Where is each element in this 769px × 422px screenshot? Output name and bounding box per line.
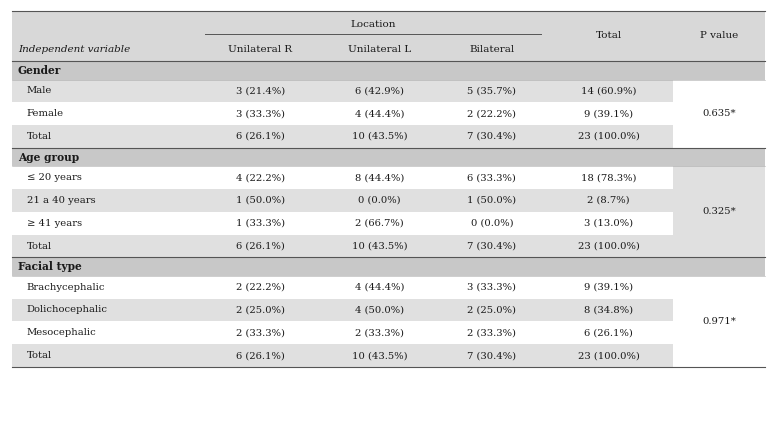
Text: 7 (30.4%): 7 (30.4%) [468,241,517,251]
Text: 10 (43.5%): 10 (43.5%) [351,241,408,251]
Text: 8 (34.8%): 8 (34.8%) [584,306,633,314]
Text: 5 (35.7%): 5 (35.7%) [468,87,517,95]
Text: 2 (66.7%): 2 (66.7%) [355,219,404,228]
Text: Facial type: Facial type [18,261,82,272]
Bar [12,125,673,148]
Text: 1 (50.0%): 1 (50.0%) [236,196,285,205]
Text: Total: Total [595,31,622,41]
Text: 3 (13.0%): 3 (13.0%) [584,219,633,228]
Text: 14 (60.9%): 14 (60.9%) [581,87,637,95]
Bar [12,79,673,102]
Text: 1 (50.0%): 1 (50.0%) [468,196,517,205]
Bar [12,61,765,79]
Text: 4 (44.4%): 4 (44.4%) [355,109,404,118]
Text: 0.971*: 0.971* [702,317,736,326]
Text: 8 (44.4%): 8 (44.4%) [355,173,404,182]
Text: 23 (100.0%): 23 (100.0%) [578,241,640,251]
Text: 4 (22.2%): 4 (22.2%) [236,173,285,182]
Text: 6 (42.9%): 6 (42.9%) [355,87,404,95]
Text: 23 (100.0%): 23 (100.0%) [578,351,640,360]
Text: Location: Location [350,19,396,29]
Bar [12,257,765,276]
Text: 0 (0.0%): 0 (0.0%) [358,196,401,205]
Text: 4 (50.0%): 4 (50.0%) [355,306,404,314]
Text: Brachycephalic: Brachycephalic [27,283,105,292]
Text: 2 (25.0%): 2 (25.0%) [236,306,285,314]
Text: 6 (26.1%): 6 (26.1%) [236,241,285,251]
Text: 0 (0.0%): 0 (0.0%) [471,219,513,228]
Text: Total: Total [27,132,52,141]
Text: Total: Total [27,351,52,360]
Text: Female: Female [27,109,64,118]
Text: 10 (43.5%): 10 (43.5%) [351,351,408,360]
Text: Age group: Age group [18,151,78,162]
Text: 9 (39.1%): 9 (39.1%) [584,283,633,292]
Text: ≥ 41 years: ≥ 41 years [27,219,82,228]
Text: Unilateral L: Unilateral L [348,45,411,54]
Text: 7 (30.4%): 7 (30.4%) [468,132,517,141]
Text: 6 (26.1%): 6 (26.1%) [584,328,633,337]
Text: 10 (43.5%): 10 (43.5%) [351,132,408,141]
Text: 2 (25.0%): 2 (25.0%) [468,306,517,314]
Text: 6 (26.1%): 6 (26.1%) [236,351,285,360]
Text: 2 (33.3%): 2 (33.3%) [236,328,285,337]
Bar [12,344,673,367]
Text: 6 (26.1%): 6 (26.1%) [236,132,285,141]
Text: 2 (22.2%): 2 (22.2%) [236,283,285,292]
Text: Mesocephalic: Mesocephalic [27,328,97,337]
Text: 9 (39.1%): 9 (39.1%) [584,109,633,118]
Text: 0.635*: 0.635* [702,109,736,118]
Text: 4 (44.4%): 4 (44.4%) [355,283,404,292]
Text: 1 (33.3%): 1 (33.3%) [236,219,285,228]
Text: Bilateral: Bilateral [469,45,514,54]
Text: 2 (22.2%): 2 (22.2%) [468,109,517,118]
Text: Independent variable: Independent variable [18,45,130,54]
Text: Total: Total [27,241,52,251]
Text: 3 (33.3%): 3 (33.3%) [236,109,285,118]
Text: 7 (30.4%): 7 (30.4%) [468,351,517,360]
Text: Unilateral R: Unilateral R [228,45,292,54]
Bar [12,298,673,321]
Text: 3 (21.4%): 3 (21.4%) [236,87,285,95]
Text: 2 (33.3%): 2 (33.3%) [468,328,517,337]
Text: 18 (78.3%): 18 (78.3%) [581,173,637,182]
Text: ≤ 20 years: ≤ 20 years [27,173,82,182]
Text: 3 (33.3%): 3 (33.3%) [468,283,517,292]
Text: Male: Male [27,87,52,95]
Bar [12,189,673,212]
Text: Dolichocephalic: Dolichocephalic [27,306,108,314]
Text: P value: P value [700,31,738,41]
Text: 23 (100.0%): 23 (100.0%) [578,132,640,141]
Bar [673,166,765,257]
Text: 2 (8.7%): 2 (8.7%) [588,196,630,205]
Text: Gender: Gender [18,65,61,76]
Text: 0.325*: 0.325* [702,207,736,216]
Bar [12,11,765,61]
Text: 21 a 40 years: 21 a 40 years [27,196,95,205]
Text: 2 (33.3%): 2 (33.3%) [355,328,404,337]
Bar [12,235,673,257]
Bar [12,148,765,166]
Text: 6 (33.3%): 6 (33.3%) [468,173,516,182]
